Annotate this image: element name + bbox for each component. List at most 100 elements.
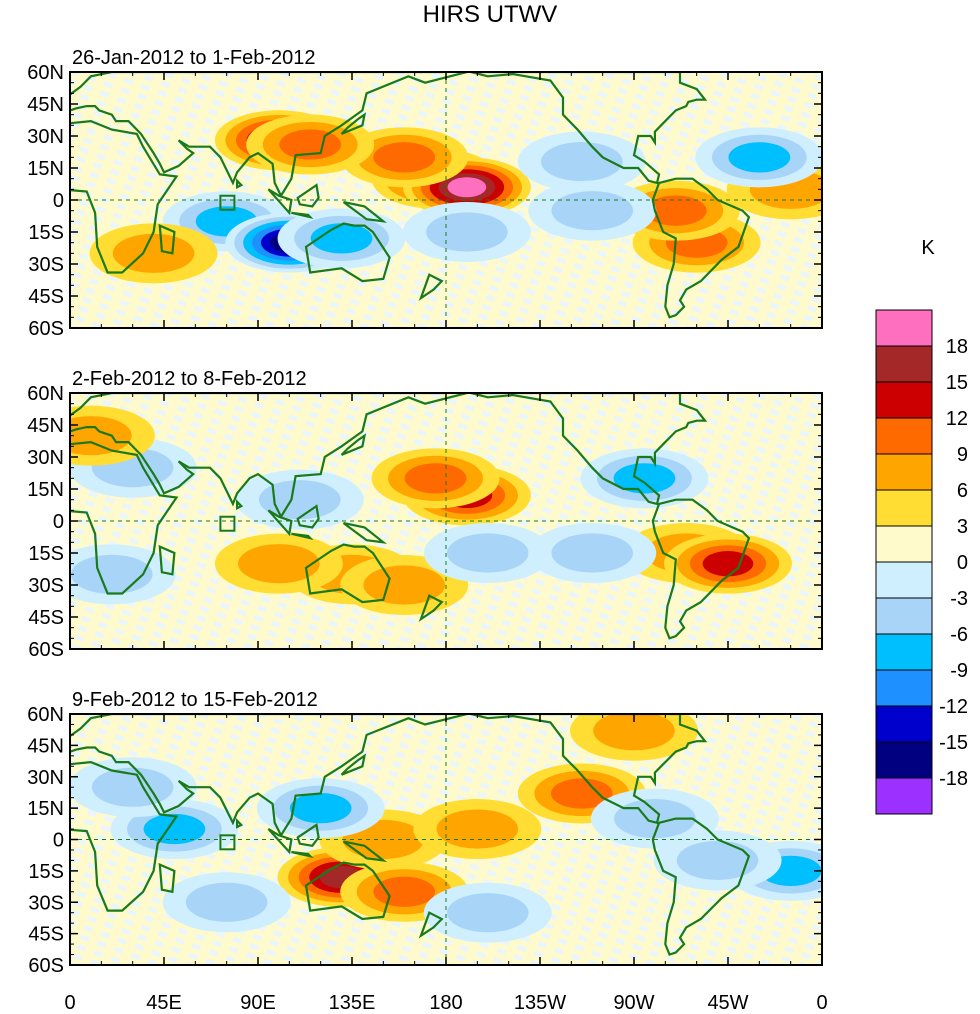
coastline <box>236 818 244 829</box>
panel-subtitle: 2-Feb-2012 to 8-Feb-2012 <box>72 368 307 390</box>
y-tick-label: 60N <box>27 383 64 405</box>
y-tick-label: 60N <box>27 704 64 726</box>
colorbar-unit-label: K <box>921 237 935 259</box>
region-box <box>219 515 236 532</box>
coastline <box>296 823 320 847</box>
colorbar-label: 15 <box>946 372 968 394</box>
coastline <box>304 222 391 283</box>
coastline <box>651 817 751 956</box>
anomaly-contour <box>644 195 707 226</box>
x-tick-label: 45E <box>146 992 182 1014</box>
x-tick-label: 90W <box>613 992 654 1014</box>
anomaly-contour <box>702 551 754 577</box>
y-tick-label: 45N <box>27 415 64 437</box>
colorbar-swatch <box>875 525 933 563</box>
anomaly-contour <box>540 142 623 182</box>
x-tick-label: 0 <box>816 992 827 1014</box>
colorbar-label: -18 <box>939 768 968 790</box>
colorbar-swatch <box>875 741 933 779</box>
y-tick-label: 0 <box>53 511 64 533</box>
coastline <box>158 223 176 255</box>
colorbar-label: -9 <box>950 660 968 682</box>
anomaly-contour <box>613 463 676 494</box>
y-tick-label: 0 <box>53 190 64 212</box>
colorbar-swatch <box>875 561 933 599</box>
anomaly-contour <box>363 565 446 605</box>
x-tick-label: 0 <box>64 992 75 1014</box>
colorbar-label: 9 <box>957 444 968 466</box>
coastline <box>70 440 179 595</box>
x-tick-label: 135W <box>514 992 566 1014</box>
y-tick-label: 30N <box>27 126 64 148</box>
coastline <box>340 433 367 456</box>
coastline <box>291 211 314 219</box>
anomaly-contour <box>289 792 352 824</box>
coastline <box>342 201 388 223</box>
coastline <box>470 72 708 185</box>
colorbar-label: 3 <box>957 516 968 538</box>
anomaly-contour <box>551 191 634 231</box>
anomaly-contour <box>447 177 487 198</box>
anomaly-contour <box>676 840 759 881</box>
colorbar-swatch <box>875 633 933 671</box>
anomaly-contour <box>70 554 153 594</box>
colorbar-label: -15 <box>939 732 968 754</box>
colorbar-swatch <box>875 597 933 635</box>
anomaly-contour <box>373 876 436 907</box>
map-panel-1: 26-Jan-2012 to 1-Feb-2012 60N 45N 30N 15N 0 15… <box>27 47 823 340</box>
panel-subtitle: 9-Feb-2012 to 15-Feb-2012 <box>72 689 318 711</box>
y-tick-label: 45S <box>28 286 64 308</box>
y-tick-label: 30S <box>28 575 64 597</box>
y-tick-label: 45N <box>27 735 64 757</box>
coastline <box>267 509 293 537</box>
anomaly-contour <box>446 533 529 573</box>
region-box <box>219 834 236 851</box>
colorbar-swatch <box>875 705 933 743</box>
anomaly-contour <box>436 809 519 849</box>
x-tick-label: 135E <box>329 992 376 1014</box>
colorbar-label: -6 <box>950 624 968 646</box>
anomaly-contour <box>70 416 132 456</box>
coastline <box>267 828 293 855</box>
y-tick-label: 0 <box>53 830 64 852</box>
anomaly-contour <box>238 544 320 584</box>
anomaly-contour <box>279 129 342 160</box>
colorbar-swatch <box>875 309 933 347</box>
coastline <box>418 594 444 622</box>
anomaly-contour <box>112 233 195 273</box>
colorbar-swatch <box>875 345 933 383</box>
coastline <box>304 543 391 604</box>
x-tick-label: 45W <box>707 992 748 1014</box>
colorbar-label: -3 <box>950 588 968 610</box>
y-tick-label: 30S <box>28 892 64 914</box>
anomaly-contour <box>373 142 436 173</box>
figure-title: HIRS UTWV <box>423 1 558 28</box>
y-tick-label: 15S <box>28 222 64 244</box>
coastline <box>342 840 388 862</box>
coastline <box>158 544 176 576</box>
colorbar-swatch <box>875 453 933 491</box>
coastlines <box>70 72 751 319</box>
colorbar-swatch <box>875 489 933 527</box>
anomaly-contour <box>550 778 613 809</box>
panels: 26-Jan-2012 to 1-Feb-2012 60N 45N 30N 15N 0 15… <box>27 47 823 977</box>
coastline <box>267 188 293 216</box>
coastline <box>418 273 444 301</box>
coastline <box>236 499 244 510</box>
colorbar-label: -12 <box>939 696 968 718</box>
coastline <box>158 862 176 894</box>
y-tick-label: 45S <box>28 607 64 629</box>
y-tick-label: 60S <box>28 955 64 977</box>
x-tick-label: 90E <box>240 992 276 1014</box>
region-box <box>219 194 236 211</box>
coastline <box>296 183 320 208</box>
coastline <box>342 522 388 544</box>
coastline <box>296 504 320 529</box>
map-panel-2: 2-Feb-2012 to 8-Feb-2012 60N 45N 30N 15N 0 15S… <box>27 368 823 661</box>
anomaly-contour <box>593 714 675 751</box>
coastline <box>304 861 391 921</box>
y-tick-label: 60N <box>27 62 64 84</box>
coastline <box>236 178 244 189</box>
y-tick-label: 30S <box>28 254 64 276</box>
